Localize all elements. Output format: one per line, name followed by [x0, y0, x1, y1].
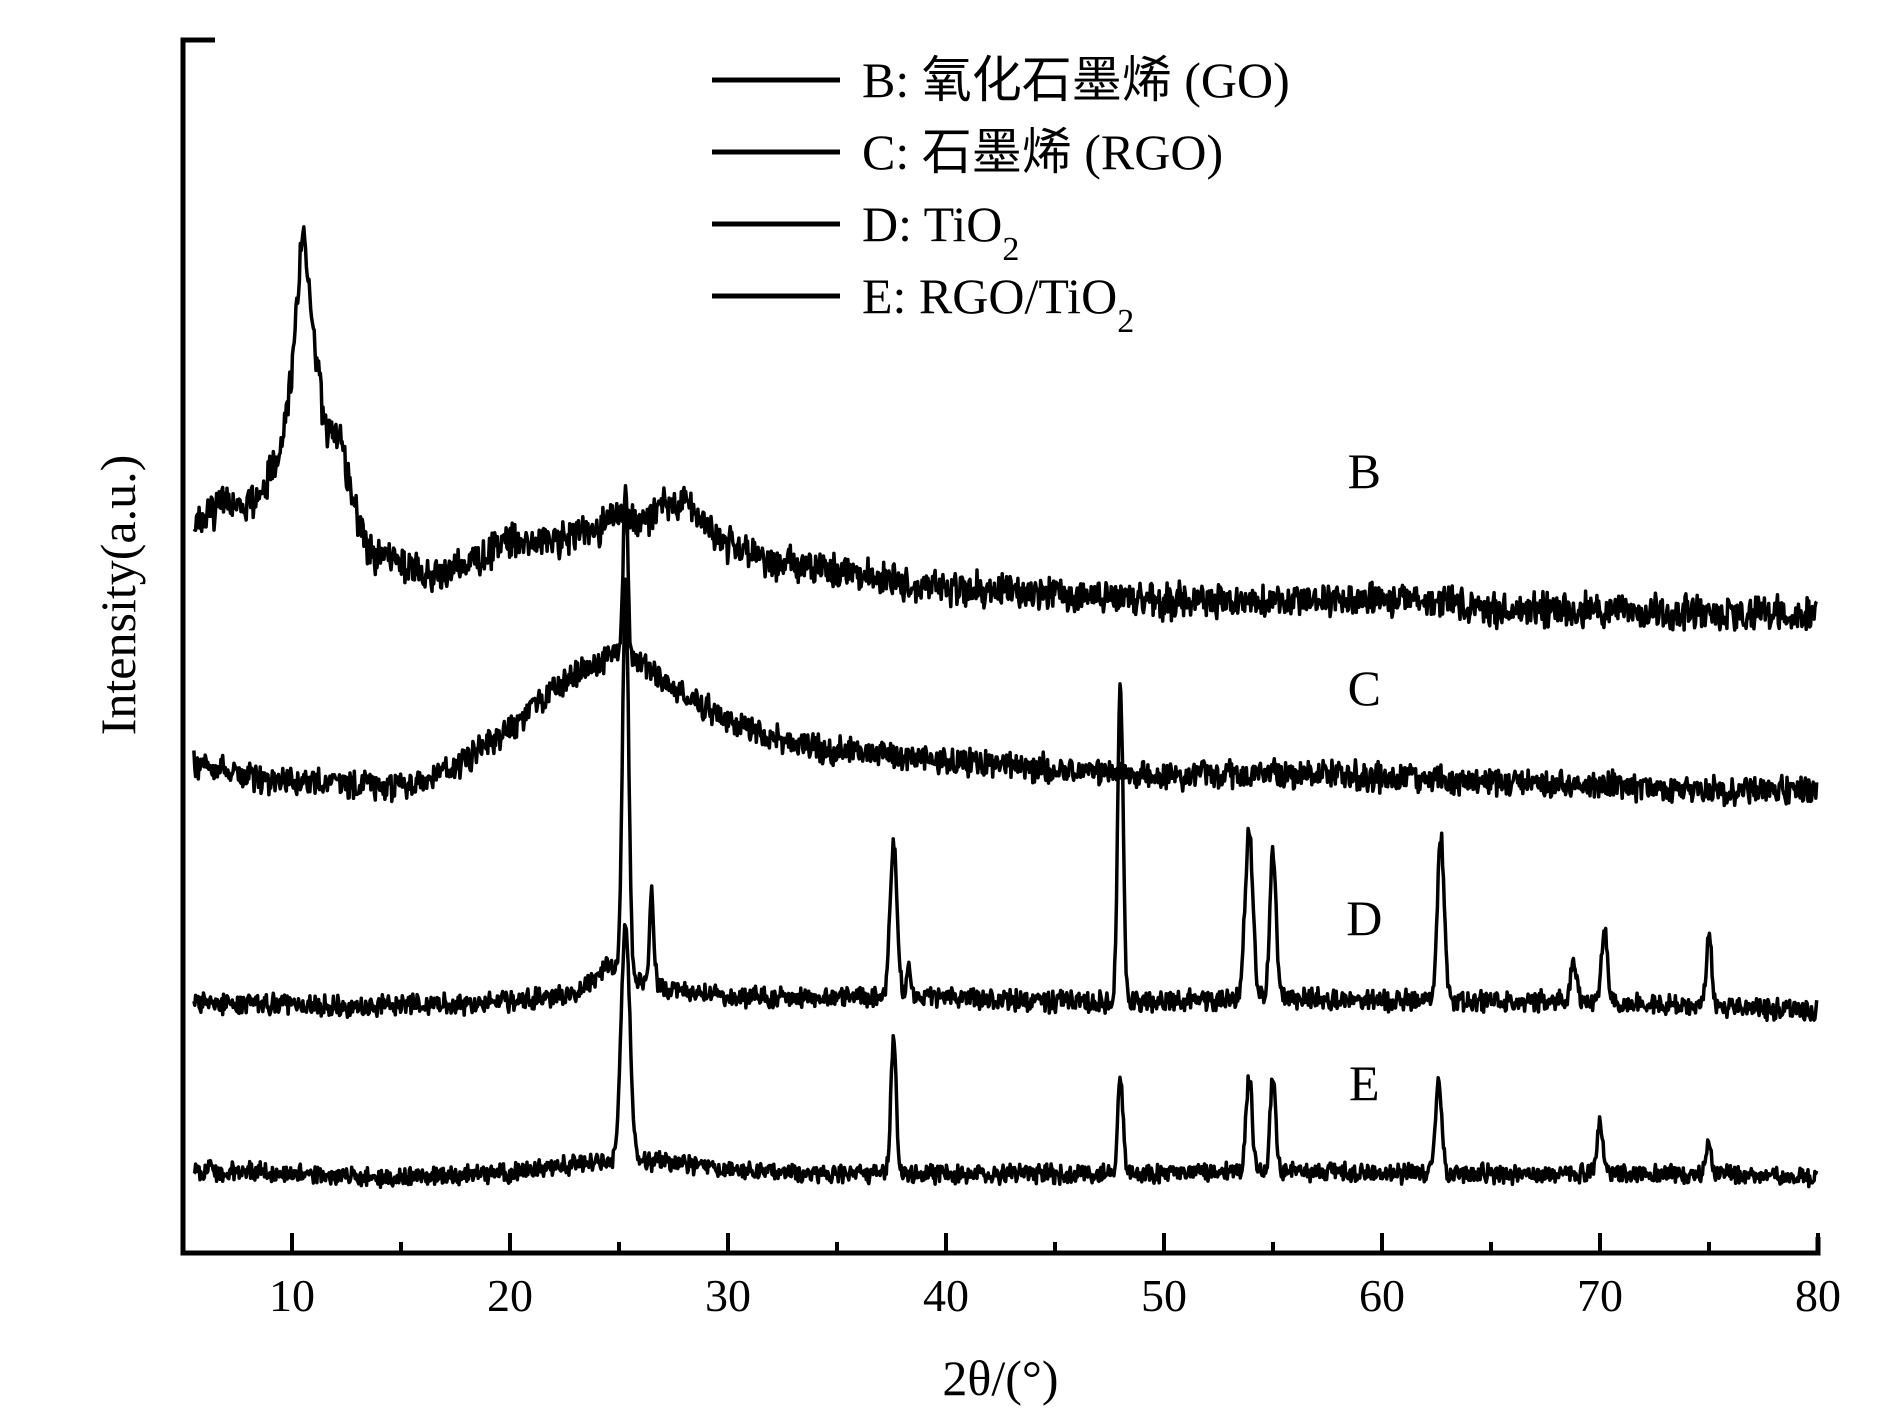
x-axis-ticks: 10 20 30 40 50 60 70 80: [269, 1233, 1841, 1321]
x-tick-label-30: 30: [705, 1270, 751, 1321]
x-tick-label-80: 80: [1795, 1270, 1841, 1321]
series-line-D: [192, 577, 1819, 1022]
x-tick-label-50: 50: [1141, 1270, 1187, 1321]
x-tick-label-70: 70: [1577, 1270, 1623, 1321]
x-tick-label-10: 10: [269, 1270, 315, 1321]
series-tag-B: B: [1348, 443, 1381, 499]
legend-label-C: C: 石墨烯 (RGO): [862, 124, 1223, 180]
series-line-E: [192, 923, 1819, 1190]
series-line-B: [192, 225, 1819, 632]
x-tick-label-20: 20: [487, 1270, 533, 1321]
legend-label-D: D: TiO2: [862, 196, 1019, 268]
legend-label-E: E: RGO/TiO2: [862, 268, 1134, 340]
series-tags: B C D E: [1346, 443, 1382, 1111]
x-tick-label-40: 40: [923, 1270, 969, 1321]
series-tag-C: C: [1348, 660, 1381, 716]
y-axis-title: Intensity(a.u.): [90, 455, 146, 735]
series-tag-E: E: [1349, 1055, 1380, 1111]
x-axis-title: 2θ/(°): [942, 1350, 1058, 1406]
x-tick-label-60: 60: [1359, 1270, 1405, 1321]
series-lines: [192, 225, 1819, 1190]
series-line-C: [192, 484, 1819, 808]
legend-label-B: B: 氧化石墨烯 (GO): [862, 52, 1290, 108]
series-tag-D: D: [1346, 890, 1382, 946]
